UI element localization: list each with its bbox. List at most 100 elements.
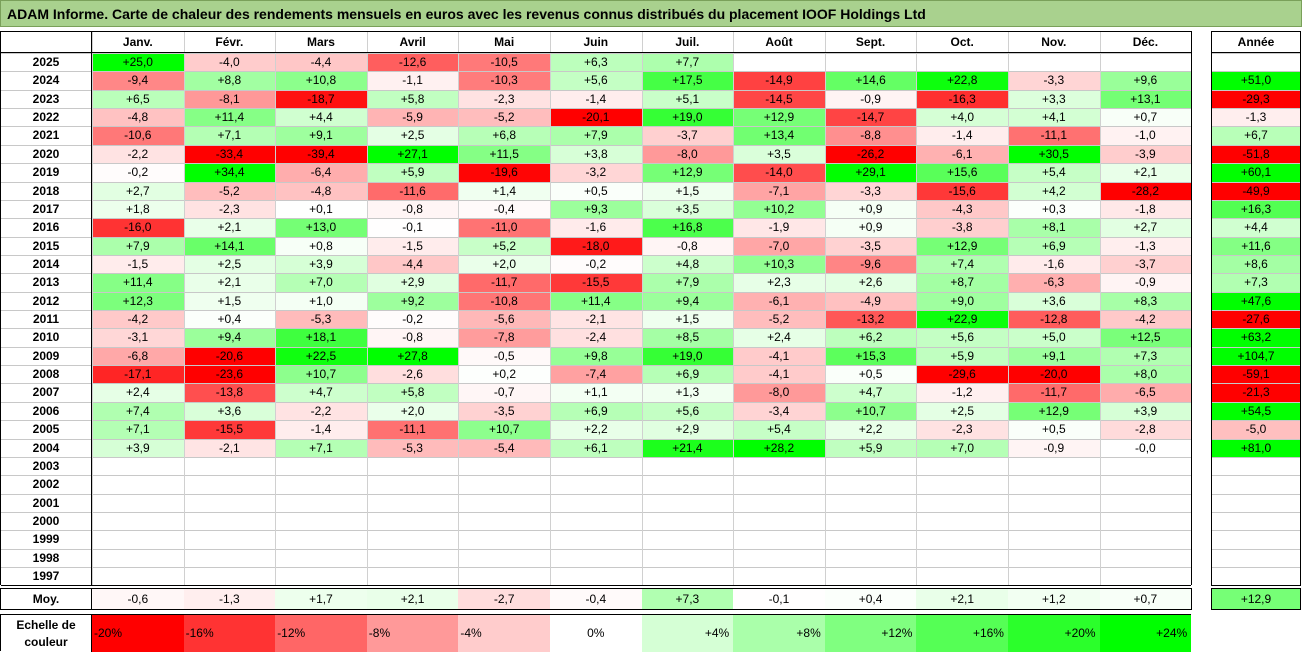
heatmap-cell: +19,0 [641, 346, 734, 366]
heatmap-cell [733, 530, 825, 549]
heatmap-cell [458, 512, 550, 531]
annual-cell: +63,2 [1212, 328, 1300, 347]
heatmap-cell [92, 493, 184, 512]
year-label: 2011 [32, 312, 60, 327]
row-gridline [1, 475, 1192, 477]
year-label: 2009 [32, 348, 60, 363]
heatmap-cell [1008, 475, 1100, 494]
heatmap-cell: -4,8 [275, 181, 367, 200]
heatmap-cell: +11,5 [458, 144, 550, 164]
table-border-bottom [1, 585, 1192, 587]
heatmap-cell: -0,4 [458, 199, 550, 219]
heatmap-cell [550, 567, 642, 586]
header-underline [1, 52, 1192, 53]
heatmap-cell: -8,8 [824, 126, 917, 145]
heatmap-cell: +5,9 [824, 438, 917, 457]
heatmap-cell: -3,5 [824, 236, 917, 255]
row-gridline [1, 328, 1192, 330]
heatmap-cell [550, 456, 642, 476]
row-gridline [1, 401, 1192, 403]
heatmap-cell: +4,2 [1008, 181, 1100, 200]
heatmap-cell: -14,7 [824, 108, 917, 127]
heatmap-cell: +3,6 [183, 401, 276, 421]
heatmap-cell [641, 548, 734, 568]
row-gridline [1, 181, 1192, 183]
scale-swatch: +24% [1099, 615, 1192, 652]
heatmap-cell: -2,3 [916, 420, 1008, 439]
annual-row-gridline [1212, 456, 1300, 458]
row-gridline [1, 530, 1192, 532]
annual-cell [1212, 548, 1300, 568]
heatmap-cell [183, 456, 276, 476]
heatmap-cell [1008, 548, 1100, 568]
heatmap-cell [1099, 512, 1192, 531]
heatmap-cell: -0,9 [1099, 273, 1192, 292]
heatmap-cell [550, 530, 642, 549]
heatmap-cell: +10,7 [824, 401, 917, 421]
heatmap-cell [550, 512, 642, 531]
heatmap-cell [92, 567, 184, 586]
heatmap-cell: -1,8 [1099, 199, 1192, 219]
heatmap-cell: -5,4 [458, 438, 550, 457]
heatmap-cell: -4,2 [92, 310, 184, 329]
heatmap-cell: -12,6 [366, 53, 459, 72]
average-cell: -0,1 [733, 589, 825, 609]
heatmap-cell: +0,5 [1008, 420, 1100, 439]
heatmap-cell [916, 493, 1008, 512]
heatmap-cell: -1,4 [275, 420, 367, 439]
heatmap-cell [641, 456, 734, 476]
heatmap-cell: +0,2 [458, 365, 550, 384]
annual-row-gridline [1212, 328, 1300, 330]
year-label: 2023 [32, 91, 60, 106]
annual-cell: +104,7 [1212, 346, 1300, 366]
heatmap-cell [641, 475, 734, 494]
average-cell: +0,7 [1099, 589, 1192, 609]
heatmap-cell: +19,0 [641, 108, 734, 127]
row-gridline [1, 163, 1192, 165]
annual-row-gridline [1212, 493, 1300, 495]
heatmap-cell: -33,4 [183, 144, 276, 164]
heatmap-cell: +22,8 [916, 71, 1008, 90]
avg-annual-right [1300, 588, 1301, 610]
annual-cell: -29,3 [1212, 89, 1300, 109]
heatmap-cell: +9,1 [275, 126, 367, 145]
heatmap-cell [824, 548, 917, 568]
heatmap-cell: -6,8 [92, 346, 184, 366]
annual-row-gridline [1212, 53, 1300, 54]
heatmap-cell: -0,5 [458, 346, 550, 366]
heatmap-cell: -1,6 [1008, 254, 1100, 274]
annual-border-right [1300, 31, 1301, 586]
annual-cell: +54,5 [1212, 401, 1300, 421]
year-col-border [91, 32, 92, 586]
scale-border-top [1, 614, 1192, 615]
scale-swatch: +4% [641, 615, 734, 652]
heatmap-cell: +3,8 [550, 144, 642, 164]
heatmap-cell: -3,1 [92, 328, 184, 347]
heatmap-cell: +4,0 [916, 108, 1008, 127]
heatmap-cell: +30,5 [1008, 144, 1100, 164]
annual-row-gridline [1212, 199, 1300, 201]
heatmap-cell: +10,7 [275, 365, 367, 384]
annual-cell: +16,3 [1212, 199, 1300, 219]
heatmap-cell: -5,6 [458, 310, 550, 329]
scale-label: Echelle de couleur [16, 618, 76, 649]
heatmap-cell: -1,5 [92, 254, 184, 274]
average-annual-cell: +12,9 [1212, 589, 1300, 609]
annual-row-gridline [1212, 181, 1300, 183]
heatmap-cell: +0,8 [275, 236, 367, 255]
heatmap-cell: +2,9 [641, 420, 734, 439]
col-gridline [824, 32, 826, 586]
heatmap-cell: -3,4 [733, 401, 825, 421]
heatmap-cell: -4,8 [92, 108, 184, 127]
heatmap-cell: -2,1 [550, 310, 642, 329]
heatmap-cell: +5,0 [1008, 328, 1100, 347]
avg-annual-bottom [1211, 609, 1301, 610]
heatmap-cell: +5,6 [916, 328, 1008, 347]
heatmap-cell: +7,9 [641, 273, 734, 292]
heatmap-cell: -13,2 [824, 310, 917, 329]
year-label: 2022 [32, 110, 60, 125]
heatmap-cell: +2,6 [824, 273, 917, 292]
avg-annual-left [1211, 588, 1212, 610]
heatmap-cell: -0,7 [458, 383, 550, 402]
